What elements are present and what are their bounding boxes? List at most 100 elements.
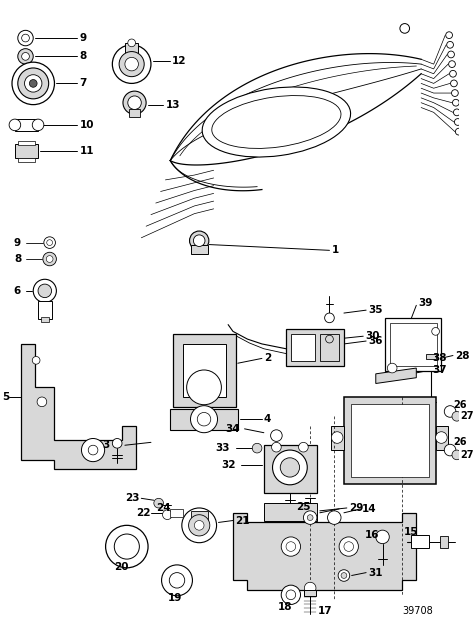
Text: 16: 16 (365, 530, 380, 540)
Bar (170, 409, 238, 430)
Circle shape (331, 431, 343, 443)
Circle shape (344, 542, 354, 552)
Text: 25: 25 (296, 502, 310, 512)
Bar (390, 323, 437, 366)
Circle shape (326, 335, 333, 343)
Bar (129, 109, 140, 117)
Circle shape (82, 438, 105, 462)
Circle shape (455, 119, 461, 125)
Circle shape (125, 57, 138, 71)
Bar (304, 590, 316, 596)
Circle shape (9, 119, 21, 131)
Text: 9: 9 (80, 33, 87, 43)
Circle shape (163, 510, 172, 520)
Circle shape (436, 431, 447, 443)
Text: 19: 19 (167, 593, 182, 603)
Bar (286, 330, 344, 366)
Text: 24: 24 (156, 503, 170, 513)
Circle shape (32, 357, 40, 364)
Text: 28: 28 (455, 350, 469, 360)
Bar (320, 334, 339, 361)
Text: 9: 9 (14, 238, 21, 248)
Circle shape (281, 537, 301, 556)
Text: 39708: 39708 (402, 606, 433, 616)
Polygon shape (376, 368, 416, 384)
Circle shape (400, 23, 410, 33)
Circle shape (106, 525, 148, 568)
Circle shape (43, 252, 56, 266)
Text: 17: 17 (318, 606, 332, 616)
Circle shape (114, 534, 139, 559)
Text: 11: 11 (80, 146, 94, 156)
Circle shape (341, 572, 347, 579)
Circle shape (169, 572, 185, 588)
Bar (15, 119, 38, 131)
Circle shape (452, 411, 462, 421)
Text: 10: 10 (80, 120, 94, 130)
Text: 26: 26 (453, 399, 466, 409)
Circle shape (286, 590, 296, 599)
Circle shape (304, 582, 316, 594)
Text: 18: 18 (277, 603, 292, 613)
Circle shape (128, 96, 141, 109)
Circle shape (271, 430, 282, 442)
Circle shape (12, 62, 55, 104)
Bar (125, 43, 138, 53)
Circle shape (303, 511, 317, 525)
Polygon shape (233, 513, 416, 590)
Circle shape (128, 39, 136, 47)
Circle shape (307, 515, 313, 521)
Circle shape (456, 128, 462, 135)
Circle shape (38, 284, 52, 298)
Circle shape (328, 511, 341, 525)
Bar (426, 353, 436, 359)
Circle shape (18, 48, 33, 64)
Text: 23: 23 (125, 493, 139, 503)
Text: 30: 30 (365, 331, 380, 341)
Circle shape (189, 515, 210, 536)
Circle shape (123, 91, 146, 114)
Circle shape (182, 508, 217, 543)
Bar (173, 334, 236, 407)
Ellipse shape (212, 96, 341, 148)
Text: 3: 3 (103, 440, 110, 450)
Bar (38, 301, 52, 319)
Circle shape (338, 570, 350, 581)
Circle shape (432, 328, 439, 335)
Bar (436, 426, 448, 450)
Circle shape (46, 255, 53, 262)
Circle shape (25, 75, 42, 92)
Circle shape (33, 279, 56, 303)
Circle shape (280, 458, 300, 477)
Text: 20: 20 (114, 562, 129, 572)
Circle shape (44, 237, 55, 248)
Text: 14: 14 (362, 504, 377, 514)
Circle shape (299, 442, 308, 452)
Text: 34: 34 (225, 424, 240, 434)
Circle shape (154, 498, 164, 508)
Circle shape (325, 313, 334, 323)
Text: 21: 21 (235, 516, 249, 525)
Text: 37: 37 (433, 365, 447, 375)
Bar (18, 158, 35, 162)
Bar (351, 404, 429, 477)
Text: 31: 31 (368, 567, 383, 577)
Circle shape (446, 32, 453, 38)
Circle shape (447, 42, 454, 48)
Text: 32: 32 (221, 460, 236, 469)
Text: 39: 39 (418, 298, 433, 308)
Circle shape (376, 530, 389, 543)
Circle shape (37, 397, 47, 407)
Circle shape (162, 565, 192, 596)
Text: 35: 35 (368, 305, 383, 315)
Circle shape (452, 90, 458, 96)
Text: 13: 13 (165, 99, 180, 109)
Circle shape (47, 240, 53, 245)
Text: 27: 27 (461, 450, 474, 460)
Bar (41, 317, 49, 322)
Ellipse shape (202, 87, 351, 157)
Circle shape (444, 406, 456, 417)
Bar (411, 535, 429, 548)
Circle shape (18, 30, 33, 46)
Circle shape (339, 537, 358, 556)
